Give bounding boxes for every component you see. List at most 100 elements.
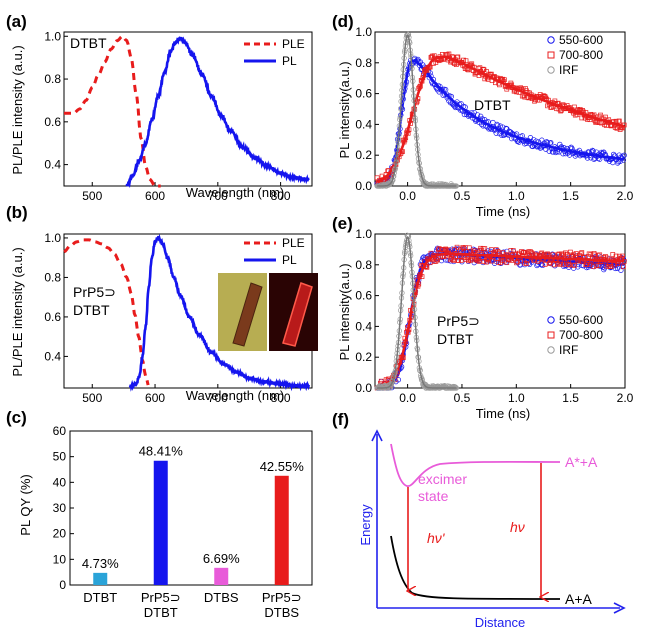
y-tick-label-c: 60 [53, 424, 67, 438]
data-point [597, 252, 603, 258]
data-point [442, 247, 448, 253]
data-point [476, 259, 482, 264]
fit-curve-700-800-d [376, 55, 625, 184]
data-point [568, 249, 573, 255]
bar-0 [93, 572, 108, 585]
data-point [495, 249, 501, 254]
data-point [501, 77, 507, 83]
plot-frame-e [374, 233, 626, 389]
data-point [577, 107, 583, 112]
panel-e-inner-label-1: PrP5⊃ [437, 313, 480, 329]
panel-b-inner-label-2: DTBT [73, 302, 110, 318]
fit-curve-550-600-d [377, 59, 625, 187]
data-point [478, 113, 484, 119]
bar-2 [214, 567, 229, 585]
x-tick-label-e: 0.0 [399, 391, 416, 405]
fit-curve-700-800-e [377, 252, 625, 389]
y-tick-label-e: 1.0 [355, 227, 372, 241]
data-point [482, 246, 488, 251]
lower-state-label: A+A [565, 591, 593, 607]
data-point [550, 252, 556, 258]
energy-axis-label: Energy [358, 504, 373, 546]
data-point [463, 58, 469, 64]
data-point [620, 253, 625, 259]
ground-state-curve [390, 535, 561, 600]
panel-e-label: (e) [332, 214, 353, 233]
y-tick-label-d: 1.0 [355, 25, 372, 39]
category-label: DTBS [264, 605, 299, 620]
y-tick-label-a: 1.0 [44, 29, 61, 43]
data-point [466, 245, 472, 251]
panel-a-xlabel: Wavelength (nm) [186, 185, 285, 200]
y-tick-label-c: 10 [53, 552, 67, 566]
hv-prime-label: hν' [427, 530, 446, 546]
x-tick-label-d: 1.0 [508, 189, 525, 203]
y-tick-label-e: 0.4 [355, 319, 372, 333]
panel-d-plot: 0.0 0.5 1.0 1.5 2.0 0.0 0.2 0.4 0.6 0.8 1.0 [355, 25, 633, 203]
y-tick-label-d: 0.8 [355, 56, 372, 70]
panel-d-ylabel: PL intensity(a.u.) [337, 61, 352, 158]
x-tick-label-d: 0.0 [399, 189, 416, 203]
legend-ple-label-a: PLE [282, 37, 305, 51]
y-tick-label-c: 30 [53, 501, 67, 515]
data-point [495, 122, 501, 129]
legend-swatch-IRF-d [547, 66, 555, 74]
y-tick-label-c: 20 [53, 527, 67, 541]
panel-e-plot: 0.0 0.5 1.0 1.5 2.0 0.0 0.2 0.4 0.6 0.8 1.0 [355, 227, 633, 405]
category-label: DTBT [83, 590, 117, 605]
y-tick-label-d: 0.2 [355, 148, 372, 162]
data-point [546, 261, 552, 266]
data-point [560, 261, 566, 267]
fit-curve-IRF-d [377, 34, 457, 187]
data-point [497, 123, 503, 129]
data-point [482, 76, 488, 82]
data-point [493, 130, 499, 136]
data-point [383, 377, 389, 383]
plot-frame-d [374, 31, 626, 187]
data-point [612, 125, 618, 130]
data-point [568, 144, 574, 150]
data-point [558, 260, 563, 266]
y-tick-label-e: 0.2 [355, 350, 372, 364]
panel-a-legend: PLE PL [244, 37, 305, 68]
legend-ple-label-b: PLE [282, 236, 305, 250]
legend-swatch-700-800-e [547, 331, 555, 339]
data-point [572, 112, 578, 118]
data-point [572, 263, 577, 268]
fit-curve-IRF-e [377, 236, 457, 389]
data-point [524, 94, 530, 100]
data-point [608, 264, 614, 269]
data-point [566, 152, 573, 158]
y-tick-label-b: 0.4 [44, 349, 61, 363]
panel-d-label: (d) [332, 12, 354, 31]
category-label: DTBT [144, 605, 178, 620]
x-tick-label-b: 600 [145, 391, 165, 405]
panel-e-inner-label-2: DTBT [437, 331, 474, 347]
data-point [435, 257, 440, 263]
data-point [519, 93, 525, 99]
data-point [548, 140, 554, 146]
data-point [571, 252, 576, 258]
y-tick-label-d: 0.6 [355, 87, 372, 101]
data-point [488, 247, 494, 253]
y-tick-label-b: 0.8 [44, 270, 61, 284]
panel-a-label: (a) [6, 12, 27, 31]
data-point [445, 247, 451, 253]
panel-d-xlabel: Time (ns) [476, 204, 530, 219]
data-point [532, 98, 537, 104]
crystal-micrograph-inset [218, 273, 318, 351]
data-point [567, 262, 572, 268]
data-point [556, 251, 562, 257]
bar-3 [274, 475, 289, 585]
series-ple-b [63, 238, 150, 386]
x-tick-label-b: 800 [271, 391, 291, 405]
data-point [621, 264, 626, 270]
data-point [452, 104, 459, 111]
panel-a-inner-label: DTBT [70, 35, 107, 51]
panel-d-inner-label: DTBT [474, 97, 511, 113]
data-point [467, 256, 473, 262]
legend-swatch-IRF-e [547, 346, 555, 354]
category-label: PrP5⊃ [262, 590, 302, 605]
